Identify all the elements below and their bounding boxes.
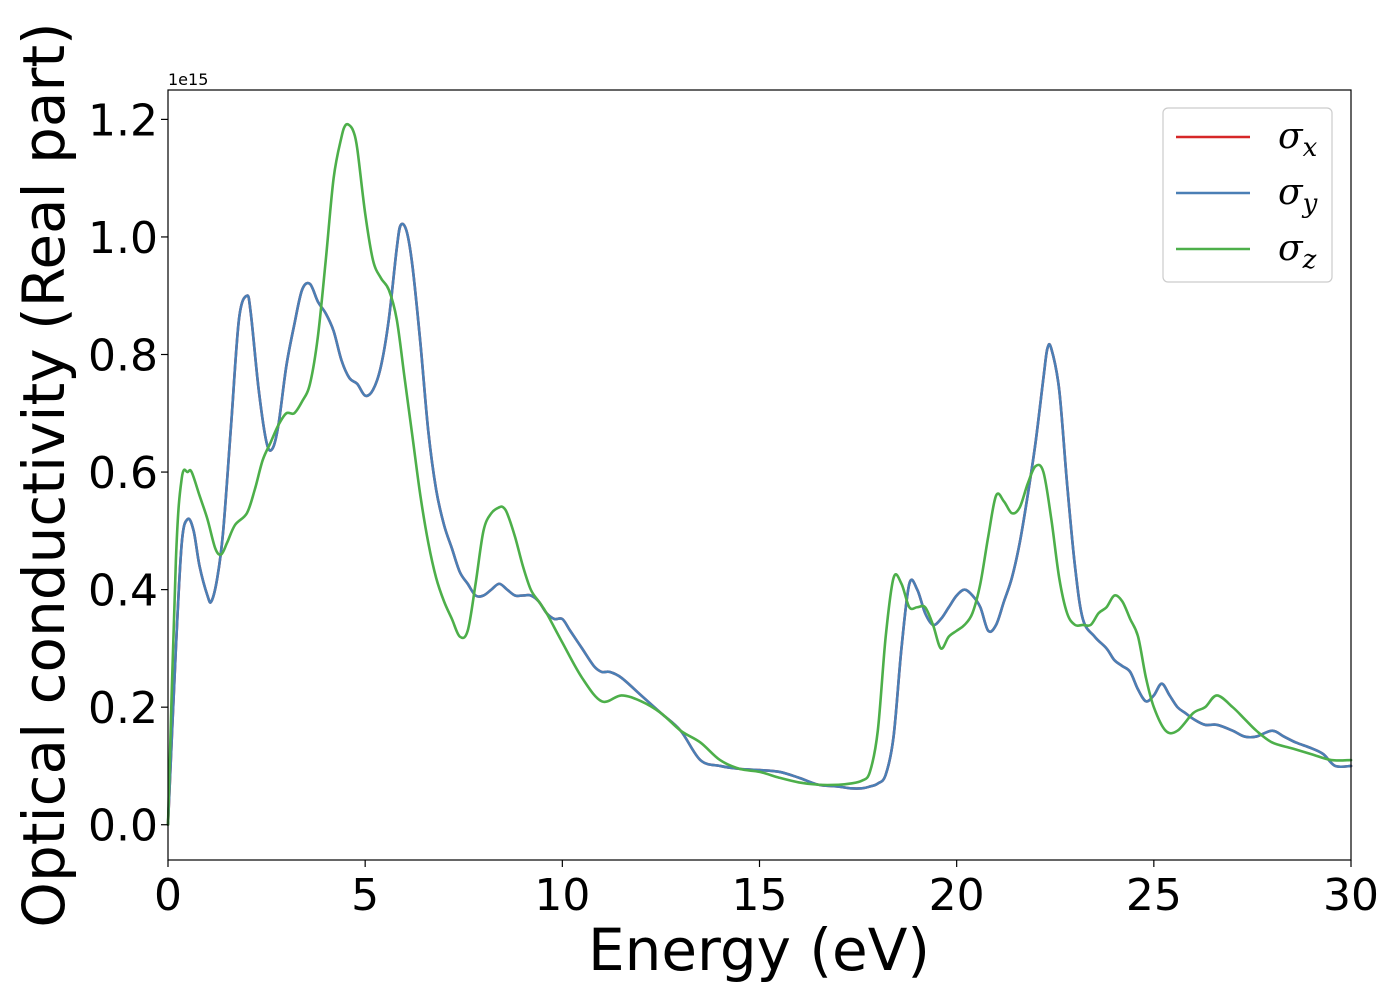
y-tick-label: 1.2 bbox=[88, 95, 158, 146]
legend-label-z: σz bbox=[1278, 228, 1317, 275]
x-tick-label: 10 bbox=[534, 870, 590, 921]
y-tick-label: 0.8 bbox=[88, 331, 158, 382]
legend-items: σx σy σz bbox=[1176, 116, 1318, 275]
y-tick-label: 0.0 bbox=[88, 801, 158, 852]
legend: σx σy σz bbox=[1162, 107, 1333, 283]
y-tick-label: 1.0 bbox=[88, 213, 158, 264]
x-axis-ticks: 0 5 10 15 20 25 30 bbox=[154, 860, 1379, 921]
y-tick-label: 0.6 bbox=[88, 448, 158, 499]
y-tick-label: 0.4 bbox=[88, 566, 158, 617]
x-tick-label: 25 bbox=[1126, 870, 1182, 921]
y-axis-ticks: 0.0 0.2 0.4 0.6 0.8 1.0 1.2 bbox=[88, 95, 168, 852]
legend-box bbox=[1162, 107, 1333, 283]
y-tick-label: 0.2 bbox=[88, 683, 158, 734]
series-line-z bbox=[166, 122, 1353, 827]
legend-label-y: σy bbox=[1278, 172, 1318, 219]
y-offset-label: 1e15 bbox=[168, 70, 208, 89]
x-tick-label: 15 bbox=[732, 870, 788, 921]
y-axis-label: Optical conductivity (Real part) bbox=[10, 22, 78, 927]
x-tick-label: 0 bbox=[154, 870, 182, 921]
x-tick-label: 20 bbox=[929, 870, 985, 921]
x-tick-label: 30 bbox=[1323, 870, 1379, 921]
legend-label-x: σx bbox=[1278, 116, 1318, 163]
series-layer bbox=[166, 122, 1353, 827]
x-tick-label: 5 bbox=[351, 870, 379, 921]
x-axis-label: Energy (eV) bbox=[588, 916, 930, 984]
